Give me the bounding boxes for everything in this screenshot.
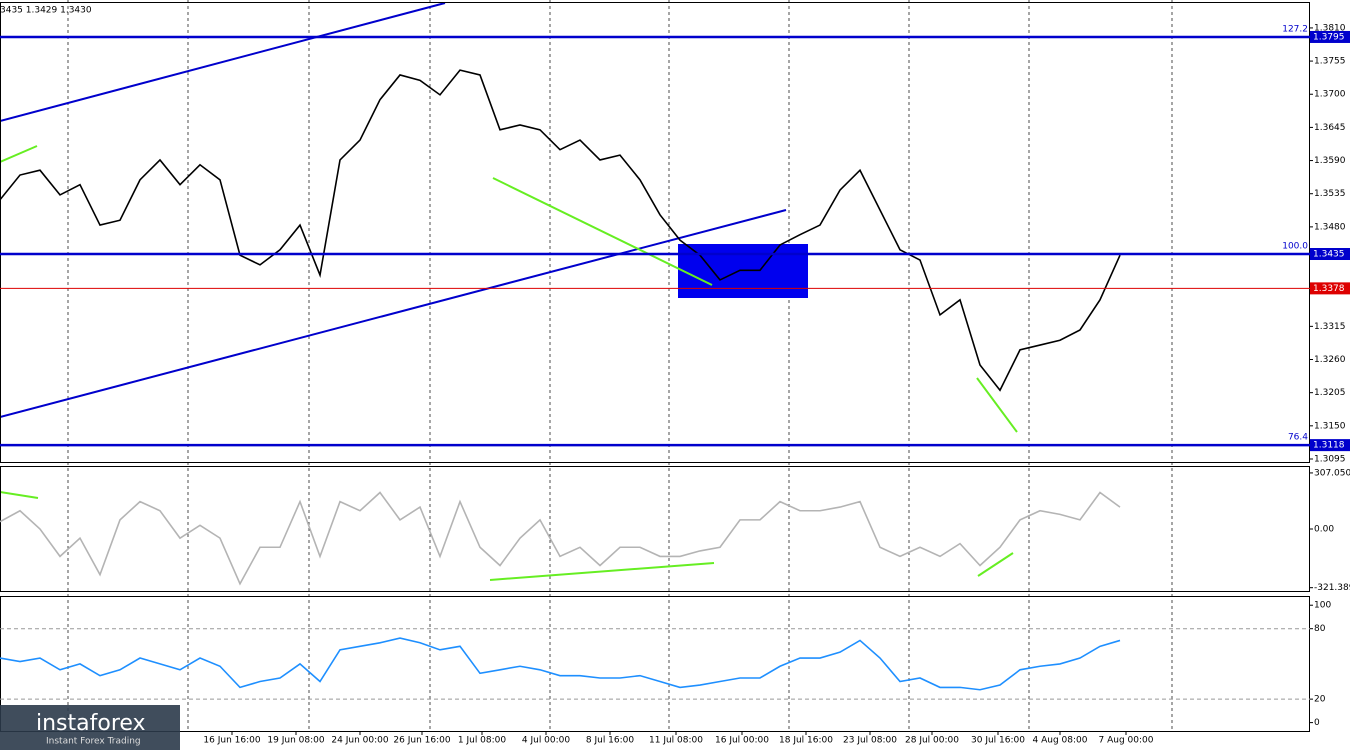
price-level-tag: [1310, 30, 1350, 43]
y-tick-label: 20: [1314, 695, 1326, 705]
fib-label: 76.4: [1288, 433, 1308, 443]
price-level-tag: [1310, 282, 1350, 295]
y-tick-label: 80: [1314, 624, 1326, 634]
series-line: [0, 637, 1121, 691]
y-tick-label: 0: [1314, 718, 1320, 728]
x-tick-label: 28 Jul 00:00: [905, 736, 959, 746]
x-tick-label: 19 Jun 08:00: [267, 736, 324, 746]
y-tick-label: 1.3645: [1314, 123, 1346, 133]
series-line: [0, 69, 1121, 392]
y-tick-label: 307.0503: [1314, 468, 1350, 478]
x-tick-label: 23 Jul 08:00: [843, 736, 897, 746]
y-tick-label: 1.3150: [1314, 421, 1346, 431]
y-tick-label: 100: [1314, 601, 1331, 611]
logo-box: [0, 705, 180, 750]
x-tick-label: 24 Jun 00:00: [331, 736, 388, 746]
y-tick-label: 1.3535: [1314, 189, 1346, 199]
y-tick-label: 1.3480: [1314, 222, 1346, 232]
x-tick-label: 11 Jul 08:00: [649, 736, 703, 746]
x-tick-label: 16 Jun 16:00: [203, 736, 260, 746]
y-tick-label: 1.3755: [1314, 57, 1346, 67]
y-tick-label: 1.3205: [1314, 388, 1346, 398]
price-level-label: 1.3435: [1313, 250, 1345, 260]
x-tick-label: 18 Jul 16:00: [779, 736, 833, 746]
logo-tagline: Instant Forex Trading: [46, 737, 141, 747]
panel-frames: [0, 2, 1310, 732]
y-tick-label: 1.3810: [1314, 23, 1346, 33]
y-tick-label: 1.3590: [1314, 156, 1346, 166]
y-tick-label: 1.3095: [1314, 454, 1346, 464]
series-line: [0, 491, 1121, 586]
y-tick-label: 0.00: [1314, 525, 1334, 535]
logo-name: instaforex: [36, 711, 146, 736]
price-level-label: 1.3118: [1313, 441, 1345, 451]
x-tick-label: 8 Jul 16:00: [586, 736, 635, 746]
plot-area: 16 Jun 16:00 19 Jun 08:00 24 Jun 00:00 26 J…: [0, 23, 1350, 746]
y-tick-label: 1.3315: [1314, 322, 1346, 332]
y-tick-label: 1.3700: [1314, 90, 1346, 100]
price-level-label: 1.3378: [1313, 284, 1345, 294]
trend-line: [0, 2, 446, 122]
fib-label: 100.0: [1282, 242, 1308, 252]
x-tick-label: 1 Jul 08:00: [458, 736, 507, 746]
price-level-tag: [1310, 439, 1350, 452]
x-tick-label: 16 Jul 00:00: [715, 736, 769, 746]
x-tick-label: 4 Jul 00:00: [522, 736, 571, 746]
vertical-grid: [67, 0, 1173, 732]
y-tick-label: 1.3260: [1314, 355, 1346, 365]
x-tick-label: 26 Jun 16:00: [393, 736, 450, 746]
trend-line: [0, 209, 787, 418]
x-tick-label: 4 Aug 08:00: [1033, 736, 1088, 746]
x-tick-label: 7 Aug 00:00: [1099, 736, 1154, 746]
x-tick-label: 30 Jul 16:00: [971, 736, 1025, 746]
fib-label: 127.2: [1282, 24, 1308, 34]
y-tick-label: -321.3899: [1314, 583, 1350, 593]
divergence-lines: [0, 145, 1018, 581]
price-level-tag: [1310, 248, 1350, 261]
quote-header: 3435 1.3429 1.3430: [0, 6, 92, 16]
price-level-label: 1.3795: [1313, 32, 1345, 42]
